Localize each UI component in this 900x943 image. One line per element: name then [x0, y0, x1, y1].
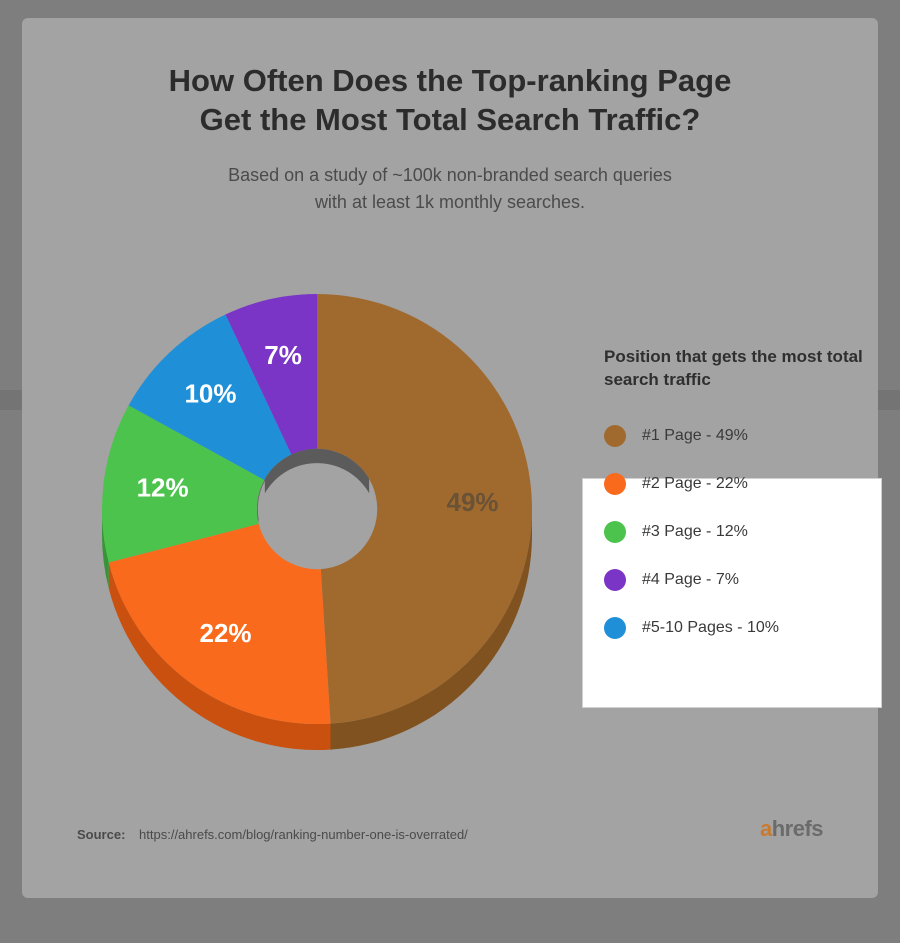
- legend-item: #3 Page - 12%: [604, 508, 876, 556]
- slice-label-p510: 10%: [184, 378, 236, 408]
- legend-swatch: [604, 521, 626, 543]
- legend-swatch: [604, 425, 626, 447]
- legend-item: #5-10 Pages - 10%: [604, 604, 876, 652]
- slice-label-p4: 7%: [264, 340, 302, 370]
- legend-swatch: [604, 617, 626, 639]
- source-row: Source: https://ahrefs.com/blog/ranking-…: [77, 816, 823, 842]
- legend-label: #5-10 Pages - 10%: [642, 619, 779, 637]
- slice-label-p3: 12%: [137, 472, 189, 502]
- brand-letter-a: a: [760, 816, 772, 841]
- ahrefs-logo: ahrefs: [760, 816, 823, 842]
- legend-swatch: [604, 473, 626, 495]
- source-text: Source: https://ahrefs.com/blog/ranking-…: [77, 827, 468, 842]
- legend-swatch: [604, 569, 626, 591]
- title-line-2: Get the Most Total Search Traffic?: [200, 102, 701, 137]
- source-label: Source:: [77, 827, 125, 842]
- slice-label-p2: 22%: [200, 618, 252, 648]
- donut-chart: 49% 22% 12% 10% 7%: [82, 264, 552, 784]
- legend: Position that gets the most total search…: [604, 346, 876, 652]
- legend-item: #4 Page - 7%: [604, 556, 876, 604]
- source-url: https://ahrefs.com/blog/ranking-number-o…: [139, 827, 468, 842]
- slice-label-p1: 49%: [446, 487, 498, 517]
- legend-label: #2 Page - 22%: [642, 475, 748, 493]
- brand-rest: hrefs: [772, 816, 823, 841]
- infographic-card: How Often Does the Top-ranking Page Get …: [22, 18, 878, 898]
- chart-title: How Often Does the Top-ranking Page Get …: [66, 62, 834, 140]
- chart-subtitle: Based on a study of ~100k non-branded se…: [66, 162, 834, 216]
- legend-label: #1 Page - 49%: [642, 427, 748, 445]
- legend-title: Position that gets the most total search…: [604, 346, 876, 392]
- subtitle-line-1: Based on a study of ~100k non-branded se…: [228, 165, 672, 185]
- legend-label: #4 Page - 7%: [642, 571, 739, 589]
- title-line-1: How Often Does the Top-ranking Page: [169, 63, 732, 98]
- legend-label: #3 Page - 12%: [642, 523, 748, 541]
- subtitle-line-2: with at least 1k monthly searches.: [315, 192, 585, 212]
- legend-item: #1 Page - 49%: [604, 412, 876, 460]
- legend-item: #2 Page - 22%: [604, 460, 876, 508]
